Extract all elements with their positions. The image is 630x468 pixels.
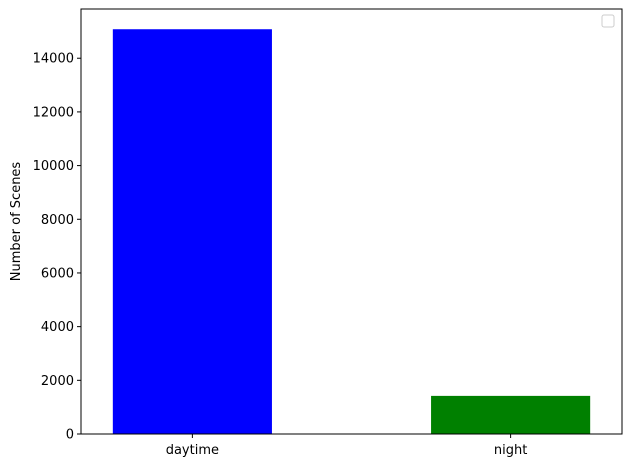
- bar-night: [431, 395, 591, 434]
- legend-box: [601, 14, 615, 28]
- y-axis-ticks: 0 2000 4000 6000 8000 10000 12000 14000: [33, 52, 81, 443]
- y-tick-label-8000: 8000: [41, 213, 74, 228]
- y-tick-label-12000: 12000: [33, 105, 74, 120]
- y-axis-label: Number of Scenes: [9, 162, 24, 282]
- plot-frame: [80, 8, 623, 435]
- x-tick-label-night: night: [494, 443, 527, 458]
- y-tick-label-6000: 6000: [41, 266, 74, 281]
- y-tick-label-10000: 10000: [33, 159, 74, 174]
- y-tick-label-2000: 2000: [41, 374, 74, 389]
- y-tick-label-0: 0: [66, 428, 74, 443]
- x-tick-label-daytime: daytime: [166, 443, 219, 458]
- bars-group: [112, 29, 591, 434]
- y-tick-label-14000: 14000: [33, 52, 74, 67]
- y-tick-label-4000: 4000: [41, 320, 74, 335]
- bar-daytime: [112, 29, 272, 434]
- x-axis-ticks: daytime night: [166, 434, 527, 458]
